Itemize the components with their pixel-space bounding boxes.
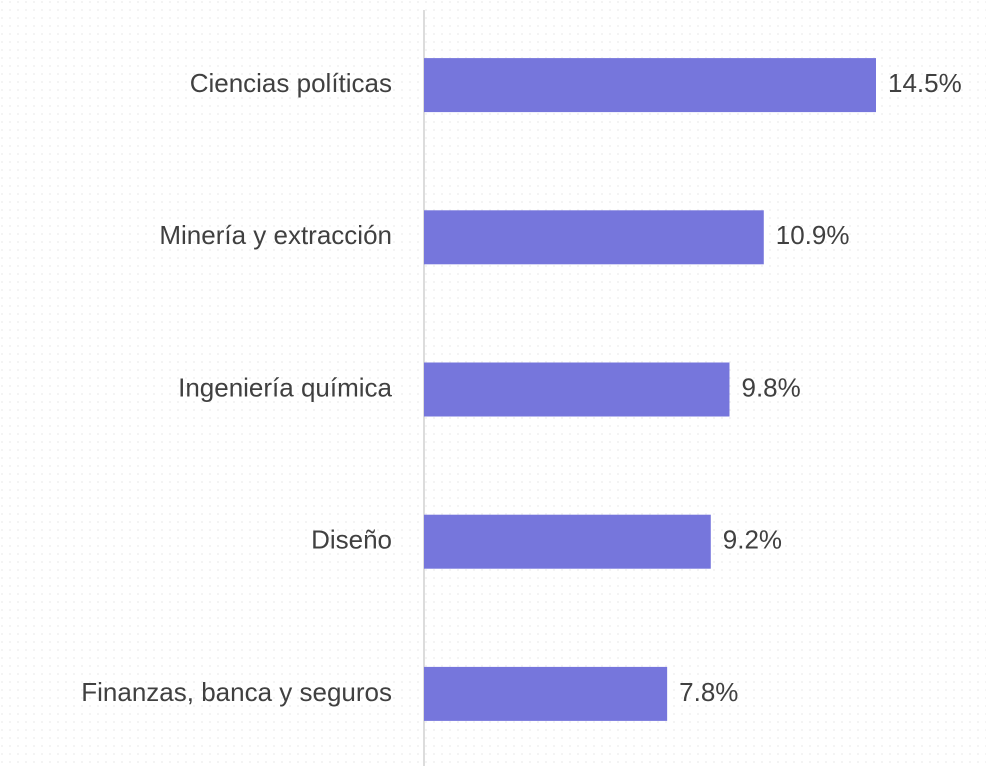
bar [424, 58, 876, 113]
category-label: Ciencias políticas [190, 68, 392, 98]
bar [424, 362, 730, 417]
category-label: Diseño [311, 525, 392, 555]
value-label: 9.8% [741, 372, 800, 402]
category-label: Minería y extracción [159, 220, 392, 250]
value-label: 9.2% [723, 525, 782, 555]
value-label: 14.5% [888, 68, 962, 98]
bar [424, 514, 711, 569]
category-label: Finanzas, banca y seguros [81, 677, 392, 707]
bar [424, 210, 764, 265]
bar [424, 666, 668, 721]
value-label: 7.8% [679, 677, 738, 707]
category-label: Ingeniería química [178, 372, 392, 402]
value-label: 10.9% [776, 220, 850, 250]
